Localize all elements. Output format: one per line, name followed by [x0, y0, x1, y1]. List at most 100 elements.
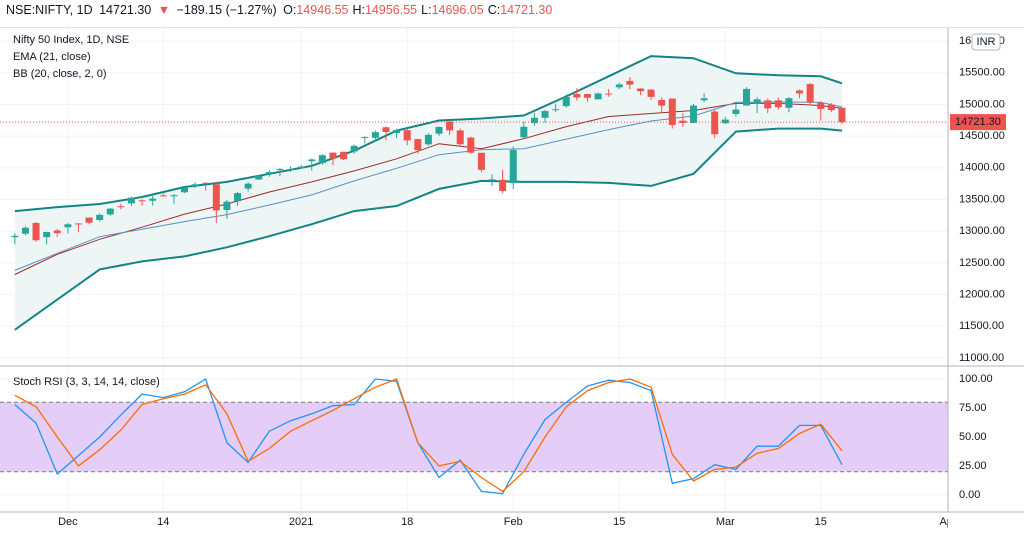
candle-body [106, 208, 114, 215]
x-tick-label: 2021 [289, 516, 313, 528]
indicator-line [14, 127, 843, 331]
candle-body [446, 121, 454, 131]
symbol: NSE:NIFTY, 1D [6, 3, 93, 17]
ohlc-key: H: [352, 3, 365, 17]
candle-body [817, 102, 825, 109]
candle-body [615, 84, 623, 88]
candle-body [520, 126, 528, 138]
candle-body [11, 235, 19, 238]
candle-body [329, 152, 337, 159]
x-tick-label: 18 [401, 516, 413, 528]
candle-body [753, 99, 761, 104]
ohlc-key: O: [283, 3, 297, 17]
candle-body [424, 134, 432, 145]
candle-body [85, 217, 93, 223]
x-tick-label: 14 [157, 516, 169, 528]
y-tick-label: 0.00 [959, 489, 980, 501]
candle-body [700, 98, 708, 101]
indicator-line [14, 102, 843, 275]
y-tick-label: 14500.00 [959, 130, 1005, 142]
y-tick-label: 13000.00 [959, 225, 1005, 237]
y-tick-label: 11000.00 [959, 352, 1004, 364]
candle-body [308, 159, 316, 162]
candle-body [785, 98, 793, 108]
candle-body [276, 168, 284, 170]
candle-body [202, 182, 210, 184]
candle-body [743, 88, 751, 106]
candle-body [382, 127, 390, 133]
currency-label: INR [977, 36, 996, 48]
candle-body [191, 184, 199, 187]
candle-body [117, 206, 125, 208]
candle-body [796, 90, 804, 94]
stoch-line [14, 378, 843, 495]
candle-body [774, 100, 782, 108]
candle-body [149, 198, 157, 201]
candle-body [721, 119, 729, 124]
last-price-tag [950, 114, 1006, 131]
y-tick-label: 50.00 [959, 431, 987, 443]
x-tick-label: Dec [58, 516, 78, 528]
candle-body [488, 179, 496, 181]
ohlc-value: 14956.55 [364, 3, 418, 17]
last-price-label: 14721.30 [955, 116, 1001, 128]
y-tick-label: 25.00 [959, 460, 987, 472]
y-tick-label: 12500.00 [959, 257, 1005, 269]
indicator-legend: BB (20, close, 2, 0) [13, 68, 107, 80]
candle-body [393, 130, 401, 133]
candle-body [827, 104, 835, 111]
candle-body [594, 93, 602, 100]
candle-body [605, 93, 613, 95]
candle-body [64, 224, 72, 228]
candle-body [403, 130, 411, 141]
candle-body [297, 166, 305, 169]
candle-body [21, 227, 29, 234]
candle-body [562, 97, 570, 107]
candle-body [340, 151, 348, 160]
candle-body [499, 179, 507, 191]
y-tick-label: 15000.00 [959, 98, 1005, 110]
candle-body [287, 169, 295, 171]
candle-body [53, 230, 61, 234]
y-tick-label: 12000.00 [959, 288, 1005, 300]
candle-body [181, 187, 189, 193]
candle-body [350, 145, 358, 152]
ohlc-key: C: [487, 3, 501, 17]
candle-body [234, 193, 242, 202]
ohlc-key: L: [421, 3, 432, 17]
indicator-line [14, 55, 843, 213]
stoch-line [14, 378, 843, 493]
y-tick-label: 100.00 [959, 373, 993, 385]
candle-body [668, 98, 676, 125]
candle-body [127, 197, 135, 204]
candle-body [647, 89, 655, 97]
candle-body [414, 139, 422, 151]
osc-pane-title: Stoch RSI (3, 3, 14, 14, close) [13, 376, 160, 388]
candle-body [764, 100, 772, 109]
x-tick-label: 15 [613, 516, 625, 528]
symbol-header: NSE:NIFTY, 1D 14721.30 ▼ −189.15 (−1.27%… [6, 3, 559, 17]
candle-body [223, 201, 231, 210]
candle-body [265, 172, 273, 174]
candle-body [170, 195, 178, 197]
candle-body [573, 93, 581, 98]
currency-badge[interactable] [971, 33, 1001, 51]
x-tick-label: Feb [504, 516, 523, 528]
candle-body [318, 155, 326, 164]
candle-body [96, 214, 104, 220]
candle-body [456, 130, 464, 145]
y-tick-label: 11500.00 [959, 320, 1004, 332]
candle-body [255, 175, 263, 180]
indicator-line [14, 101, 843, 271]
candle-body [467, 137, 475, 153]
band-fill [0, 402, 948, 472]
candle-body [658, 99, 666, 106]
candle-body [806, 84, 814, 103]
price-pane-title: Nifty 50 Index, 1D, NSE [13, 34, 129, 46]
candle-body [530, 117, 538, 124]
candle-body [159, 195, 167, 197]
y-tick-label: 13500.00 [959, 193, 1005, 205]
x-tick-label: 15 [815, 516, 827, 528]
candle-body [552, 109, 560, 111]
